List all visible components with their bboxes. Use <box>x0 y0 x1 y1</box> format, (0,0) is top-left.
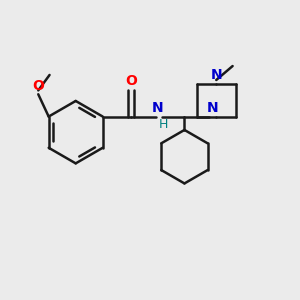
Text: N: N <box>152 101 164 115</box>
Text: N: N <box>207 101 218 115</box>
Text: H: H <box>159 118 169 131</box>
Text: O: O <box>32 79 44 93</box>
Text: N: N <box>210 68 222 83</box>
Text: O: O <box>125 74 137 88</box>
